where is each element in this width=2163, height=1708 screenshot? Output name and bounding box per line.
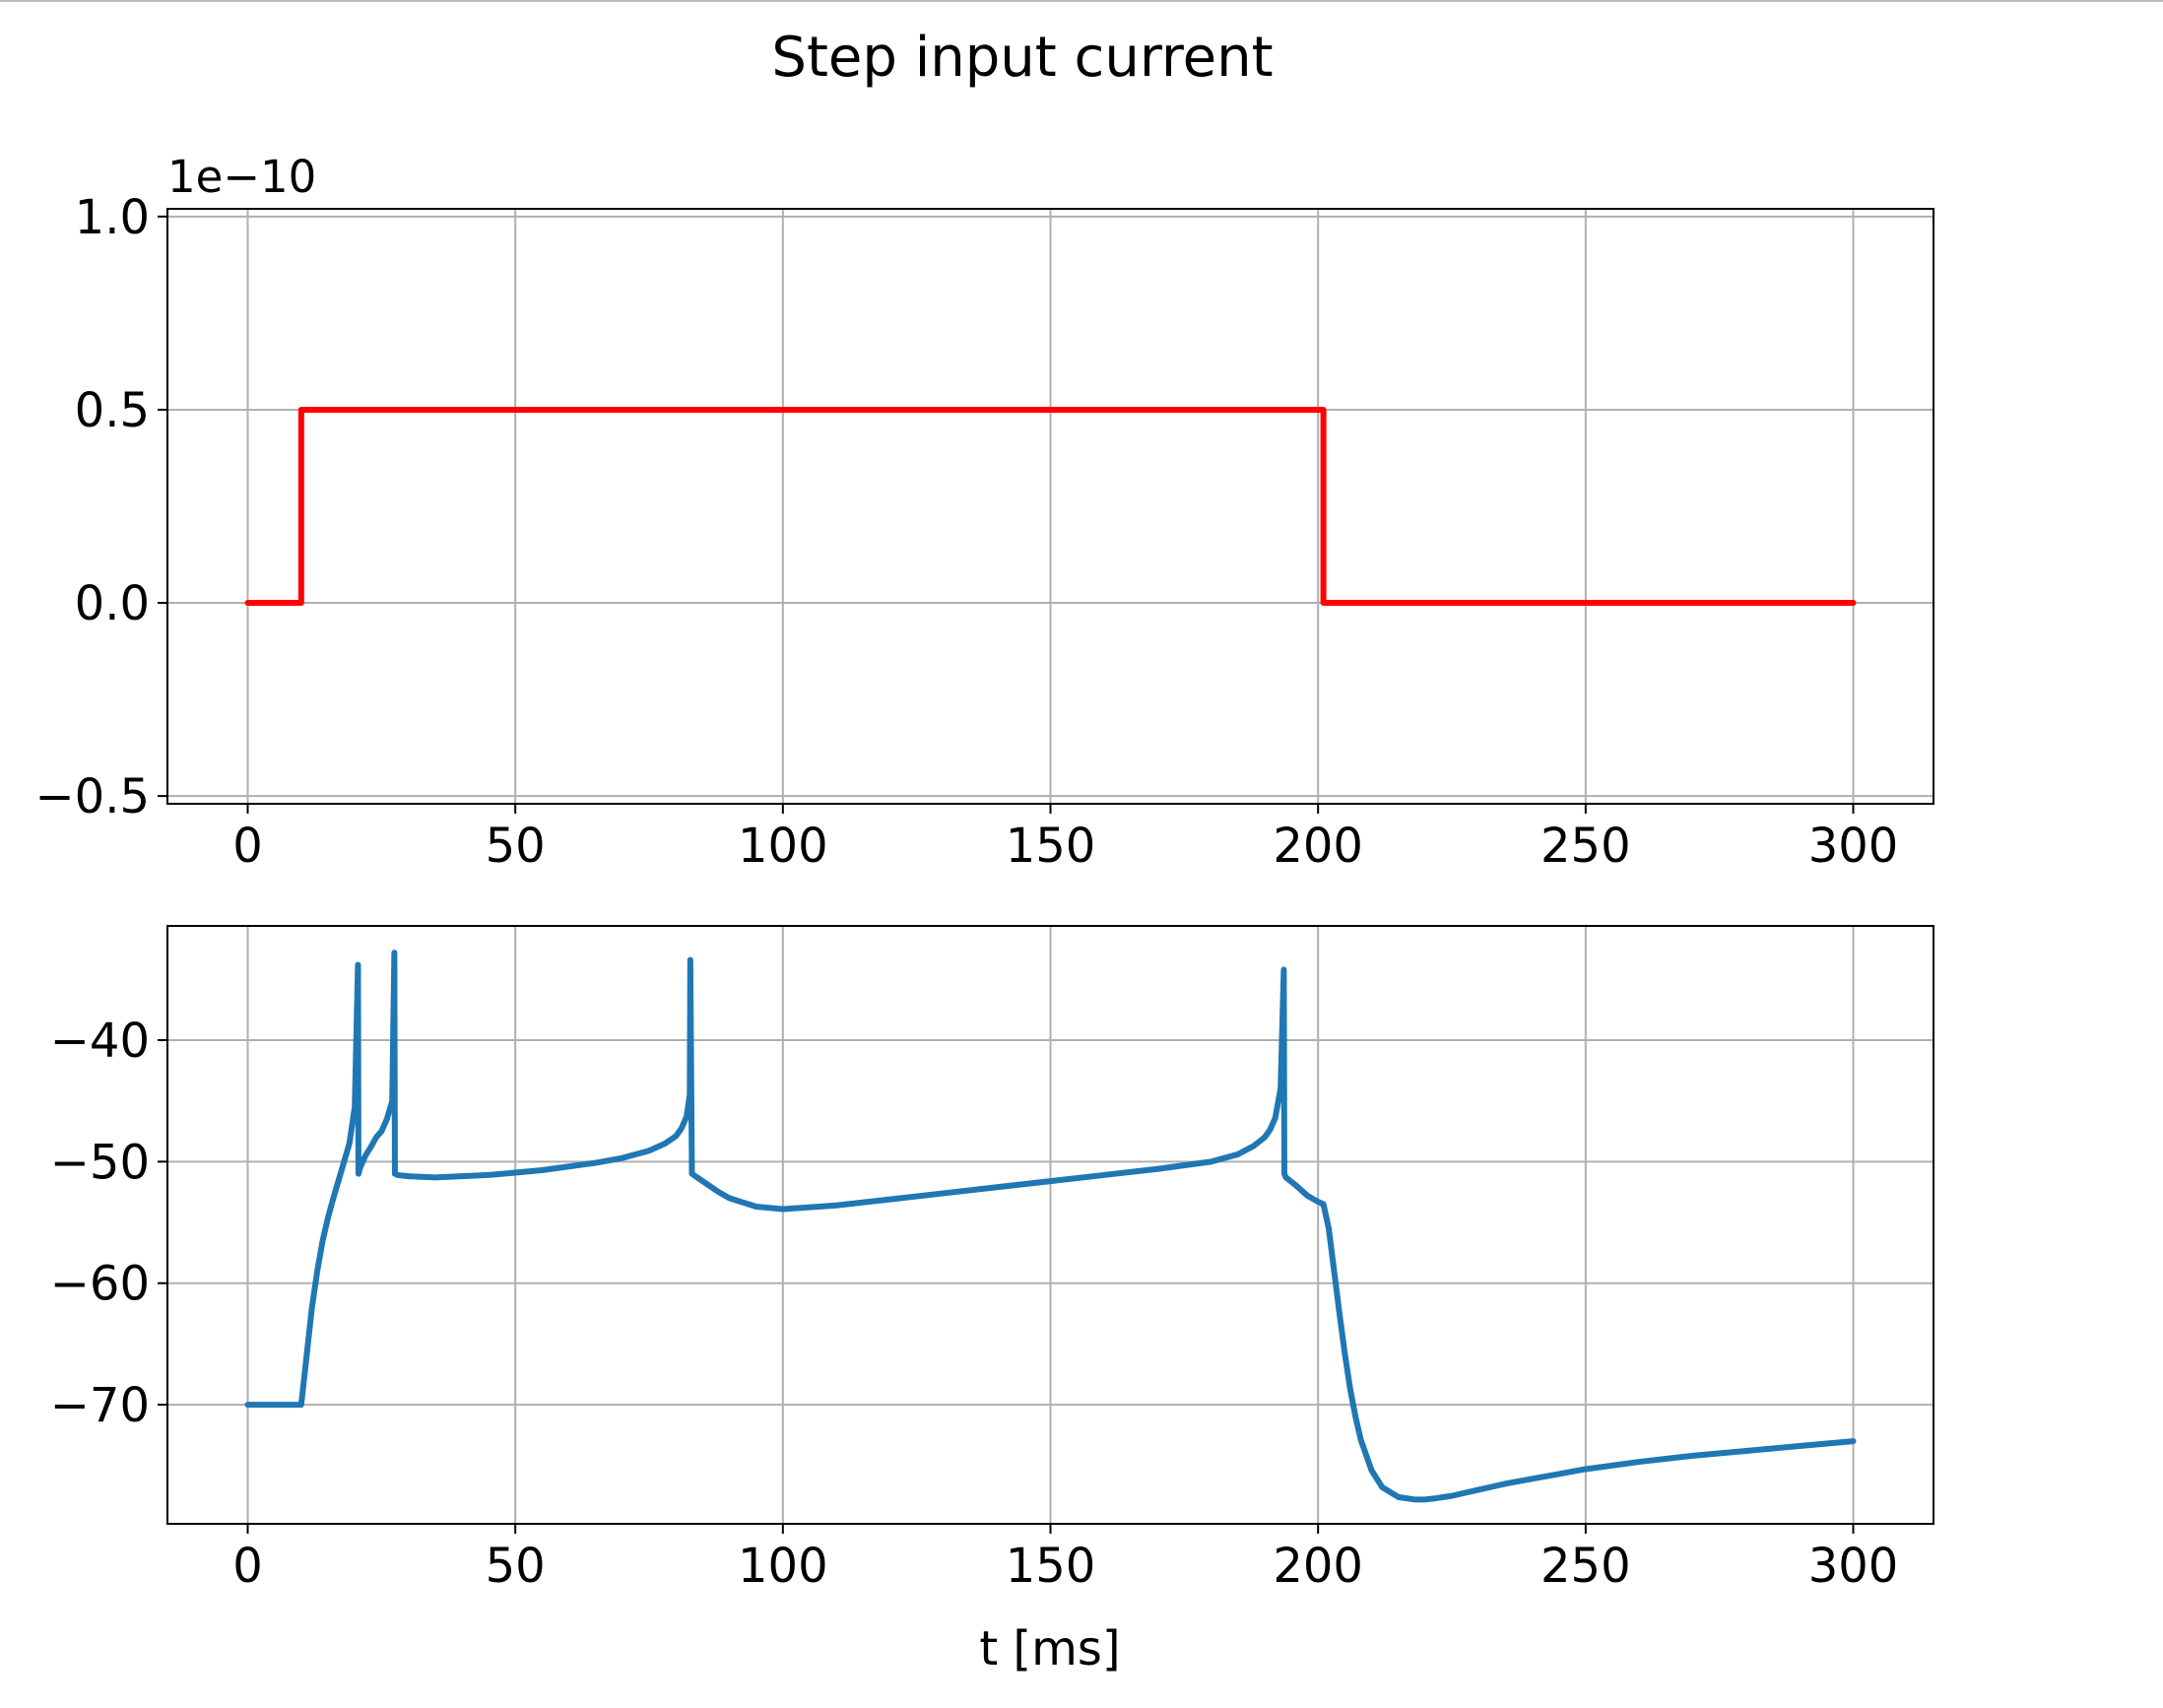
current-x-tick-label: 100: [738, 819, 828, 874]
voltage-x-tick-label: 300: [1808, 1539, 1899, 1594]
voltage-panel: 0 50 100 150 200 250 300 −70 −60 −50 −40 t [ms]: [50, 925, 1934, 1676]
current-trace: [244, 406, 1857, 607]
current-offset-text: 1e−10: [167, 151, 316, 203]
voltage-x-tick-label: 100: [738, 1539, 828, 1594]
current-y-tick-label: 0.0: [75, 576, 150, 631]
voltage-x-ticks: 0 50 100 150 200 250 300: [232, 1524, 1898, 1594]
figure-title: Step input current: [771, 26, 1273, 90]
current-x-tick-label: 150: [1006, 819, 1096, 874]
current-y-ticks: −0.5 0.0 0.5 1.0: [34, 190, 167, 824]
current-y-tick-label: −0.5: [34, 769, 150, 824]
voltage-y-tick-label: −60: [50, 1257, 150, 1312]
current-series: [244, 406, 1857, 607]
voltage-y-ticks: −70 −60 −50 −40: [50, 1014, 167, 1433]
voltage-grid: [167, 926, 1934, 1524]
voltage-x-tick-label: 200: [1273, 1539, 1363, 1594]
voltage-trace: [244, 950, 1857, 1503]
voltage-x-axis-label: t [ms]: [979, 1621, 1120, 1676]
current-y-tick-label: 0.5: [75, 383, 150, 438]
voltage-x-tick-label: 150: [1006, 1539, 1096, 1594]
voltage-x-tick-label: 0: [232, 1539, 263, 1594]
voltage-series: [244, 950, 1857, 1503]
current-panel: 0 50 100 150 200 250 300 −0.5 0.0 0.5 1.0 1e−10: [34, 151, 1934, 874]
current-x-tick-label: 0: [232, 819, 263, 874]
current-x-tick-label: 50: [486, 819, 546, 874]
current-x-ticks: 0 50 100 150 200 250 300: [232, 804, 1898, 874]
current-x-tick-label: 250: [1540, 819, 1631, 874]
voltage-y-tick-label: −70: [50, 1378, 150, 1433]
current-y-tick-label: 1.0: [75, 190, 150, 245]
current-x-tick-label: 200: [1273, 819, 1363, 874]
voltage-y-tick-label: −50: [50, 1135, 150, 1190]
voltage-x-tick-label: 250: [1540, 1539, 1631, 1594]
voltage-y-tick-label: −40: [50, 1014, 150, 1069]
voltage-x-tick-label: 50: [486, 1539, 546, 1594]
current-x-tick-label: 300: [1808, 819, 1899, 874]
